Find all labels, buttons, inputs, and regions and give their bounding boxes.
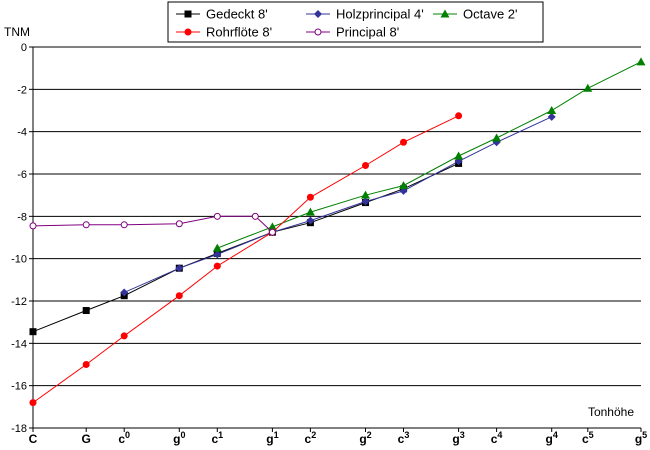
y-tick-label: 0 — [21, 42, 27, 54]
x-tick-label: g1 — [266, 430, 278, 446]
series-line — [32, 215, 273, 233]
legend-label: Octave 2' — [463, 7, 518, 22]
x-tick-label: G — [82, 432, 91, 446]
x-tick-label: c3 — [398, 430, 410, 446]
legend-item: Gedeckt 8' — [176, 7, 268, 22]
y-tick-label: -14 — [11, 338, 27, 350]
series-line — [32, 162, 459, 333]
y-tick-label: -8 — [17, 211, 27, 223]
data-point — [175, 220, 183, 228]
x-tick-label: g2 — [359, 430, 371, 446]
series-line — [217, 61, 642, 249]
series — [212, 57, 646, 252]
legend-box — [167, 1, 544, 43]
legend-swatch-marker — [314, 28, 322, 36]
legend-item: Principal 8' — [306, 25, 399, 40]
x-tick-label: g4 — [546, 430, 558, 446]
series — [29, 159, 463, 336]
y-axis-label: TNM — [4, 25, 30, 39]
x-tick-label: c1 — [211, 430, 223, 446]
x-tick-label: c0 — [118, 430, 130, 446]
data-point — [455, 112, 463, 120]
legend-item: Octave 2' — [433, 7, 518, 22]
x-axis-label: Tonhöhe — [588, 405, 634, 419]
data-point — [251, 212, 259, 220]
legend-swatch-marker — [184, 28, 192, 36]
x-tick-label: g3 — [452, 430, 464, 446]
data-point — [82, 307, 90, 315]
data-point — [213, 212, 221, 220]
data-point — [306, 216, 315, 225]
x-tick-label: c5 — [582, 430, 594, 446]
data-point — [306, 193, 314, 201]
legend: Gedeckt 8' Holzprincipal 4' Octave 2' Rohrf… — [167, 1, 544, 43]
data-point — [82, 361, 90, 368]
data-point — [213, 250, 222, 259]
grid-lines — [33, 46, 641, 387]
y-tick-label: -6 — [17, 169, 27, 181]
data-point — [120, 332, 128, 340]
legend-label: Rohrflöte 8' — [206, 25, 272, 40]
legend-label: Gedeckt 8' — [206, 7, 268, 22]
axes — [29, 46, 642, 432]
y-tick-label: -16 — [11, 381, 27, 393]
legend-item: Holzprincipal 4' — [306, 7, 424, 22]
series — [29, 212, 276, 236]
legend-item: Rohrflöte 8' — [176, 25, 272, 40]
data-point — [583, 83, 593, 92]
data-point — [120, 221, 128, 229]
data-point — [547, 106, 557, 114]
data-point — [213, 262, 221, 270]
data-point — [82, 221, 90, 229]
x-tick-label: C — [29, 432, 38, 446]
data-point — [454, 151, 464, 160]
series-lines — [29, 57, 646, 407]
series-line — [32, 115, 459, 404]
y-tick-label: -4 — [17, 127, 27, 139]
legend-label: Principal 8' — [336, 25, 399, 40]
data-point — [547, 112, 556, 121]
x-tick-label: c4 — [491, 430, 503, 446]
data-point — [175, 264, 184, 273]
legend-swatch-marker — [314, 10, 322, 18]
y-tick-label: -2 — [17, 84, 27, 96]
data-point — [399, 181, 408, 190]
data-point — [361, 197, 370, 206]
data-point — [29, 328, 37, 336]
y-tick-label: -10 — [11, 254, 27, 266]
y-tick-labels: 0 -2 -4 -6 -8 -10 -12 -14 -16 -18 — [11, 42, 27, 435]
data-point — [268, 228, 276, 236]
legend-swatch-marker — [184, 10, 192, 18]
x-tick-label: g0 — [173, 430, 185, 446]
y-tick-label: -12 — [11, 296, 27, 308]
series-line — [123, 116, 552, 293]
data-point — [267, 222, 277, 231]
data-point — [636, 57, 646, 66]
data-point — [400, 138, 407, 146]
y-tick-label: -18 — [11, 423, 27, 435]
data-point — [29, 222, 37, 230]
data-point — [362, 162, 369, 170]
legend-swatch-marker — [440, 9, 450, 18]
data-point — [29, 399, 37, 407]
data-point — [492, 133, 502, 142]
data-point — [361, 190, 370, 199]
data-point — [120, 288, 129, 297]
series — [29, 112, 463, 407]
data-point — [175, 292, 183, 300]
x-tick-label: c2 — [305, 430, 317, 446]
data-point — [305, 207, 315, 216]
legend-label: Holzprincipal 4' — [336, 7, 424, 22]
data-point — [212, 243, 222, 252]
x-tick-label: g5 — [635, 430, 647, 446]
